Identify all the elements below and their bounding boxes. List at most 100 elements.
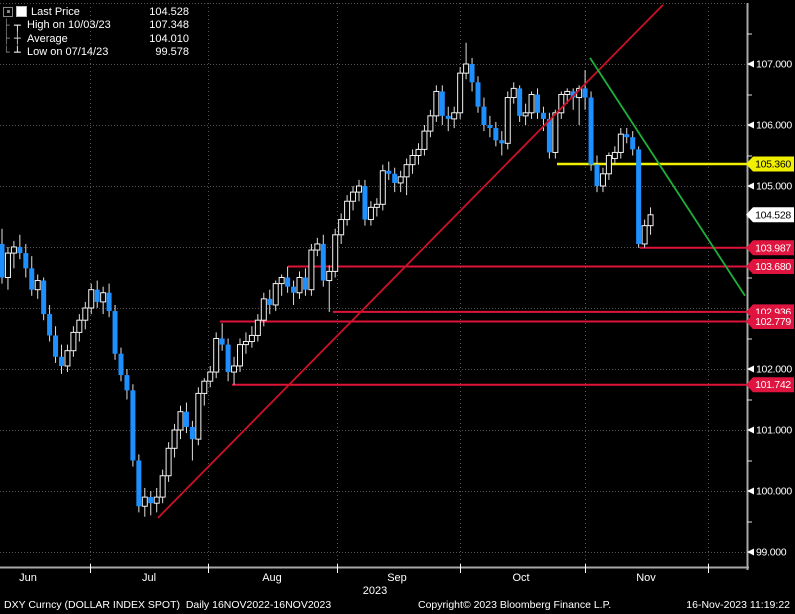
candle-swatch-icon [16,6,27,18]
x-axis-label-aug: Aug [262,572,282,584]
candle-up [231,365,238,373]
legend-row-last-price: Last Price 104.528 [3,5,189,19]
candle-down [183,411,189,427]
candle-down [148,497,154,504]
candle-up [451,112,458,120]
candle-down [636,149,642,244]
candle-up [308,249,315,291]
candle-up [397,176,404,184]
candle-down [481,106,487,125]
candle-up [100,292,107,303]
candle-down [546,118,552,153]
candle-down [225,344,231,373]
y-axis-tick-arrow [747,548,754,556]
candle-up [510,87,517,99]
candle-up [332,234,339,272]
price-badge-103.680 [746,259,794,275]
legend-row-high: High on 10/03/23 107.348 [3,19,189,33]
candle-up [171,429,178,449]
candle-down [291,286,297,293]
candle-up [4,252,11,279]
legend-label: Low on 07/14/23 [27,46,109,59]
candle-down [130,390,136,461]
candle-up [82,307,89,321]
price-badge-text: 103.987 [755,242,791,254]
descending-resistance-line[interactable] [589,57,746,297]
timestamp: 16-Nov-2023 11:19:22 [686,599,790,611]
candle-down [136,460,142,507]
candle-down [588,97,594,165]
candle-up [564,90,571,95]
candle-down [386,170,392,174]
candle-down [118,353,124,376]
candle-up [278,277,285,285]
candle-down [392,173,398,183]
price-badge-105.360 [746,156,794,172]
candle-up [242,341,249,346]
candle-down [112,311,118,354]
chart-legend: Last Price 104.528 High on 10/03/23 107.… [3,5,189,59]
candle-up [504,97,511,144]
candle-down [582,88,588,98]
candle-up [70,331,77,352]
candle-up [76,319,83,333]
candle-up [617,133,624,153]
tree-branch-icon [3,19,14,32]
tree-branch-end-icon [3,46,14,59]
candle-up [552,112,559,153]
candle-up [367,206,374,221]
legend-value: 104.010 [149,32,189,45]
legend-expand-box-icon[interactable] [3,6,13,17]
candle-down [53,335,59,357]
y-axis-tick-arrow [747,60,754,68]
candle-down [475,82,481,107]
candle-up [338,219,345,236]
candle-down [517,88,523,116]
candle-up [457,72,464,114]
candle-up [153,496,160,504]
legend-value: 99.578 [155,46,189,59]
candle-up [356,185,362,193]
candle-down [41,280,47,315]
candlestick-chart-canvas[interactable]: Jun Jul Aug Sep Oct Nov 2023 107.000 106.000 105.… [0,0,795,596]
ascending-support-line[interactable] [157,4,664,519]
candle-up [350,191,357,202]
candle-down [17,247,23,254]
candle-down [189,426,195,440]
price-badge-text: 104.528 [755,209,791,221]
candle-up [195,392,202,440]
price-badge-text: 103.680 [755,261,791,273]
candle-up [213,338,220,373]
y-axis-label-99.000: 99.000 [756,547,787,559]
candle-down [624,134,630,138]
y-axis-label-105.000: 105.000 [756,181,792,193]
candle-down [23,253,29,269]
candle-up [34,280,41,291]
price-badge-text: 105.360 [755,159,791,171]
candle-down [445,115,451,119]
y-axis-tick-arrow [747,182,754,190]
legend-value: 107.348 [149,19,189,32]
x-axis-label-sep: Sep [387,572,407,584]
candle-down [499,140,505,144]
candle-up [159,475,166,498]
candle-down [439,91,445,116]
candle-up [141,496,148,507]
candle-down [0,243,5,278]
high-marker-icon [14,19,27,32]
x-axis-label-jul: Jul [142,572,156,584]
candle-down [302,277,308,290]
candle-up [254,319,261,336]
price-badge-text: 101.742 [755,379,791,391]
legend-label: Average [27,32,68,45]
candle-down [320,243,326,281]
price-badge-102.779 [746,313,794,329]
y-axis-tick-arrow [747,121,754,129]
candle-down [94,289,100,302]
candle-up [201,380,208,394]
candle-up [522,112,529,117]
candle-up [64,350,71,367]
average-marker-icon [14,32,27,45]
candle-up [463,63,470,74]
